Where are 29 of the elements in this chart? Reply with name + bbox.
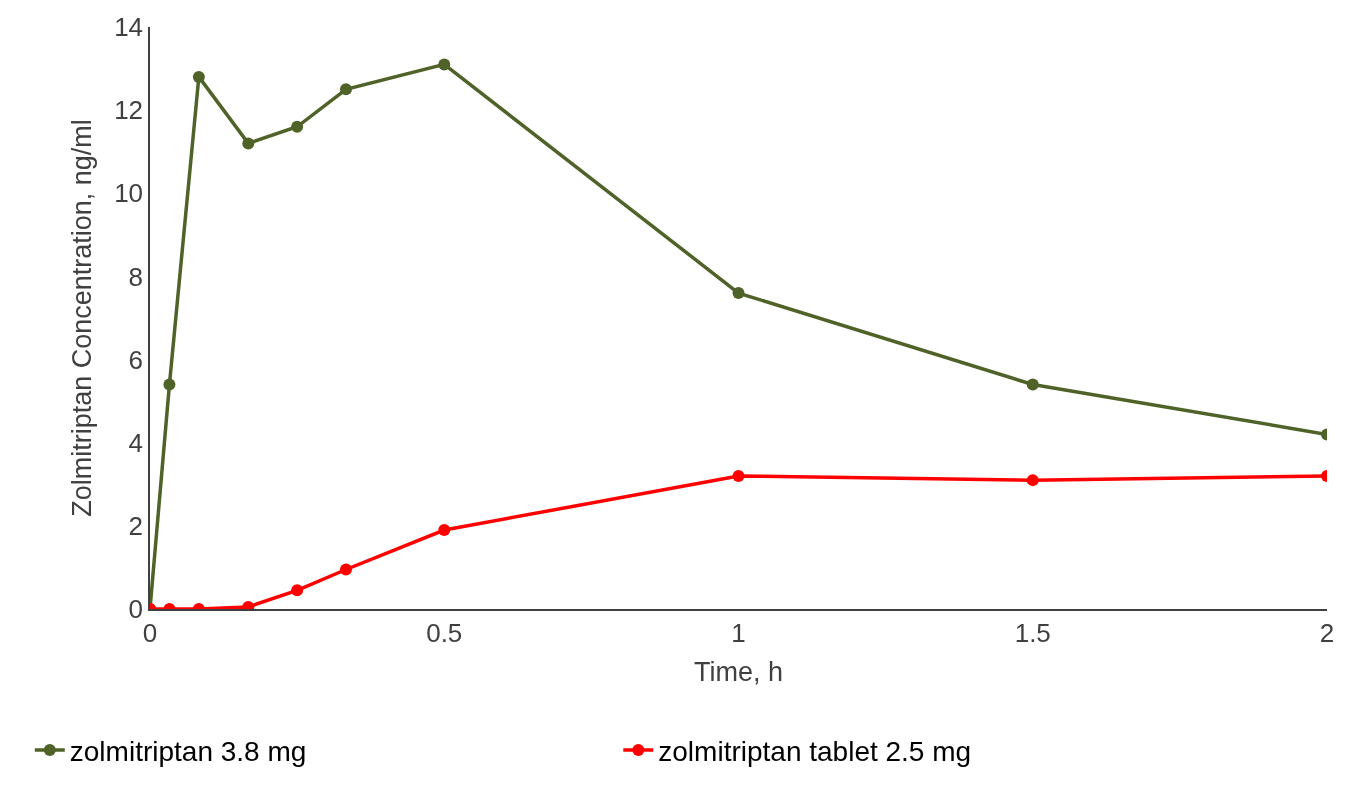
point [438, 58, 451, 71]
y-tick-label: 14 [114, 12, 144, 43]
x-axis-title: Time, h [693, 656, 784, 687]
point [732, 287, 745, 300]
point [291, 120, 304, 133]
x-tick-label: 2 [1319, 617, 1335, 648]
y-tick-label: 0 [128, 594, 144, 625]
point [291, 584, 304, 597]
legend-label: zolmitriptan 3.8 mg [69, 736, 307, 768]
x-tick-label: 0.5 [426, 617, 463, 648]
point [192, 70, 205, 83]
point [242, 137, 255, 150]
y-tick-label: 4 [128, 427, 144, 458]
y-tick-label: 10 [114, 178, 144, 209]
y-axis-title: Zolmitriptan Concentration, ng/ml [66, 119, 97, 517]
point [339, 83, 352, 96]
y-tick-label: 2 [128, 510, 144, 541]
point [1026, 378, 1039, 391]
point [732, 469, 745, 482]
point [339, 563, 352, 576]
point [438, 524, 451, 536]
x-tick-label: 1 [731, 617, 746, 648]
point [1026, 474, 1039, 487]
y-tick-label: 8 [128, 261, 144, 292]
x-tick-label: 1.5 [1014, 617, 1051, 648]
legend-label: zolmitriptan tablet 2.5 mg [658, 736, 972, 768]
point [163, 378, 176, 391]
y-tick-label: 12 [114, 95, 144, 126]
y-tick-label: 6 [128, 344, 144, 375]
